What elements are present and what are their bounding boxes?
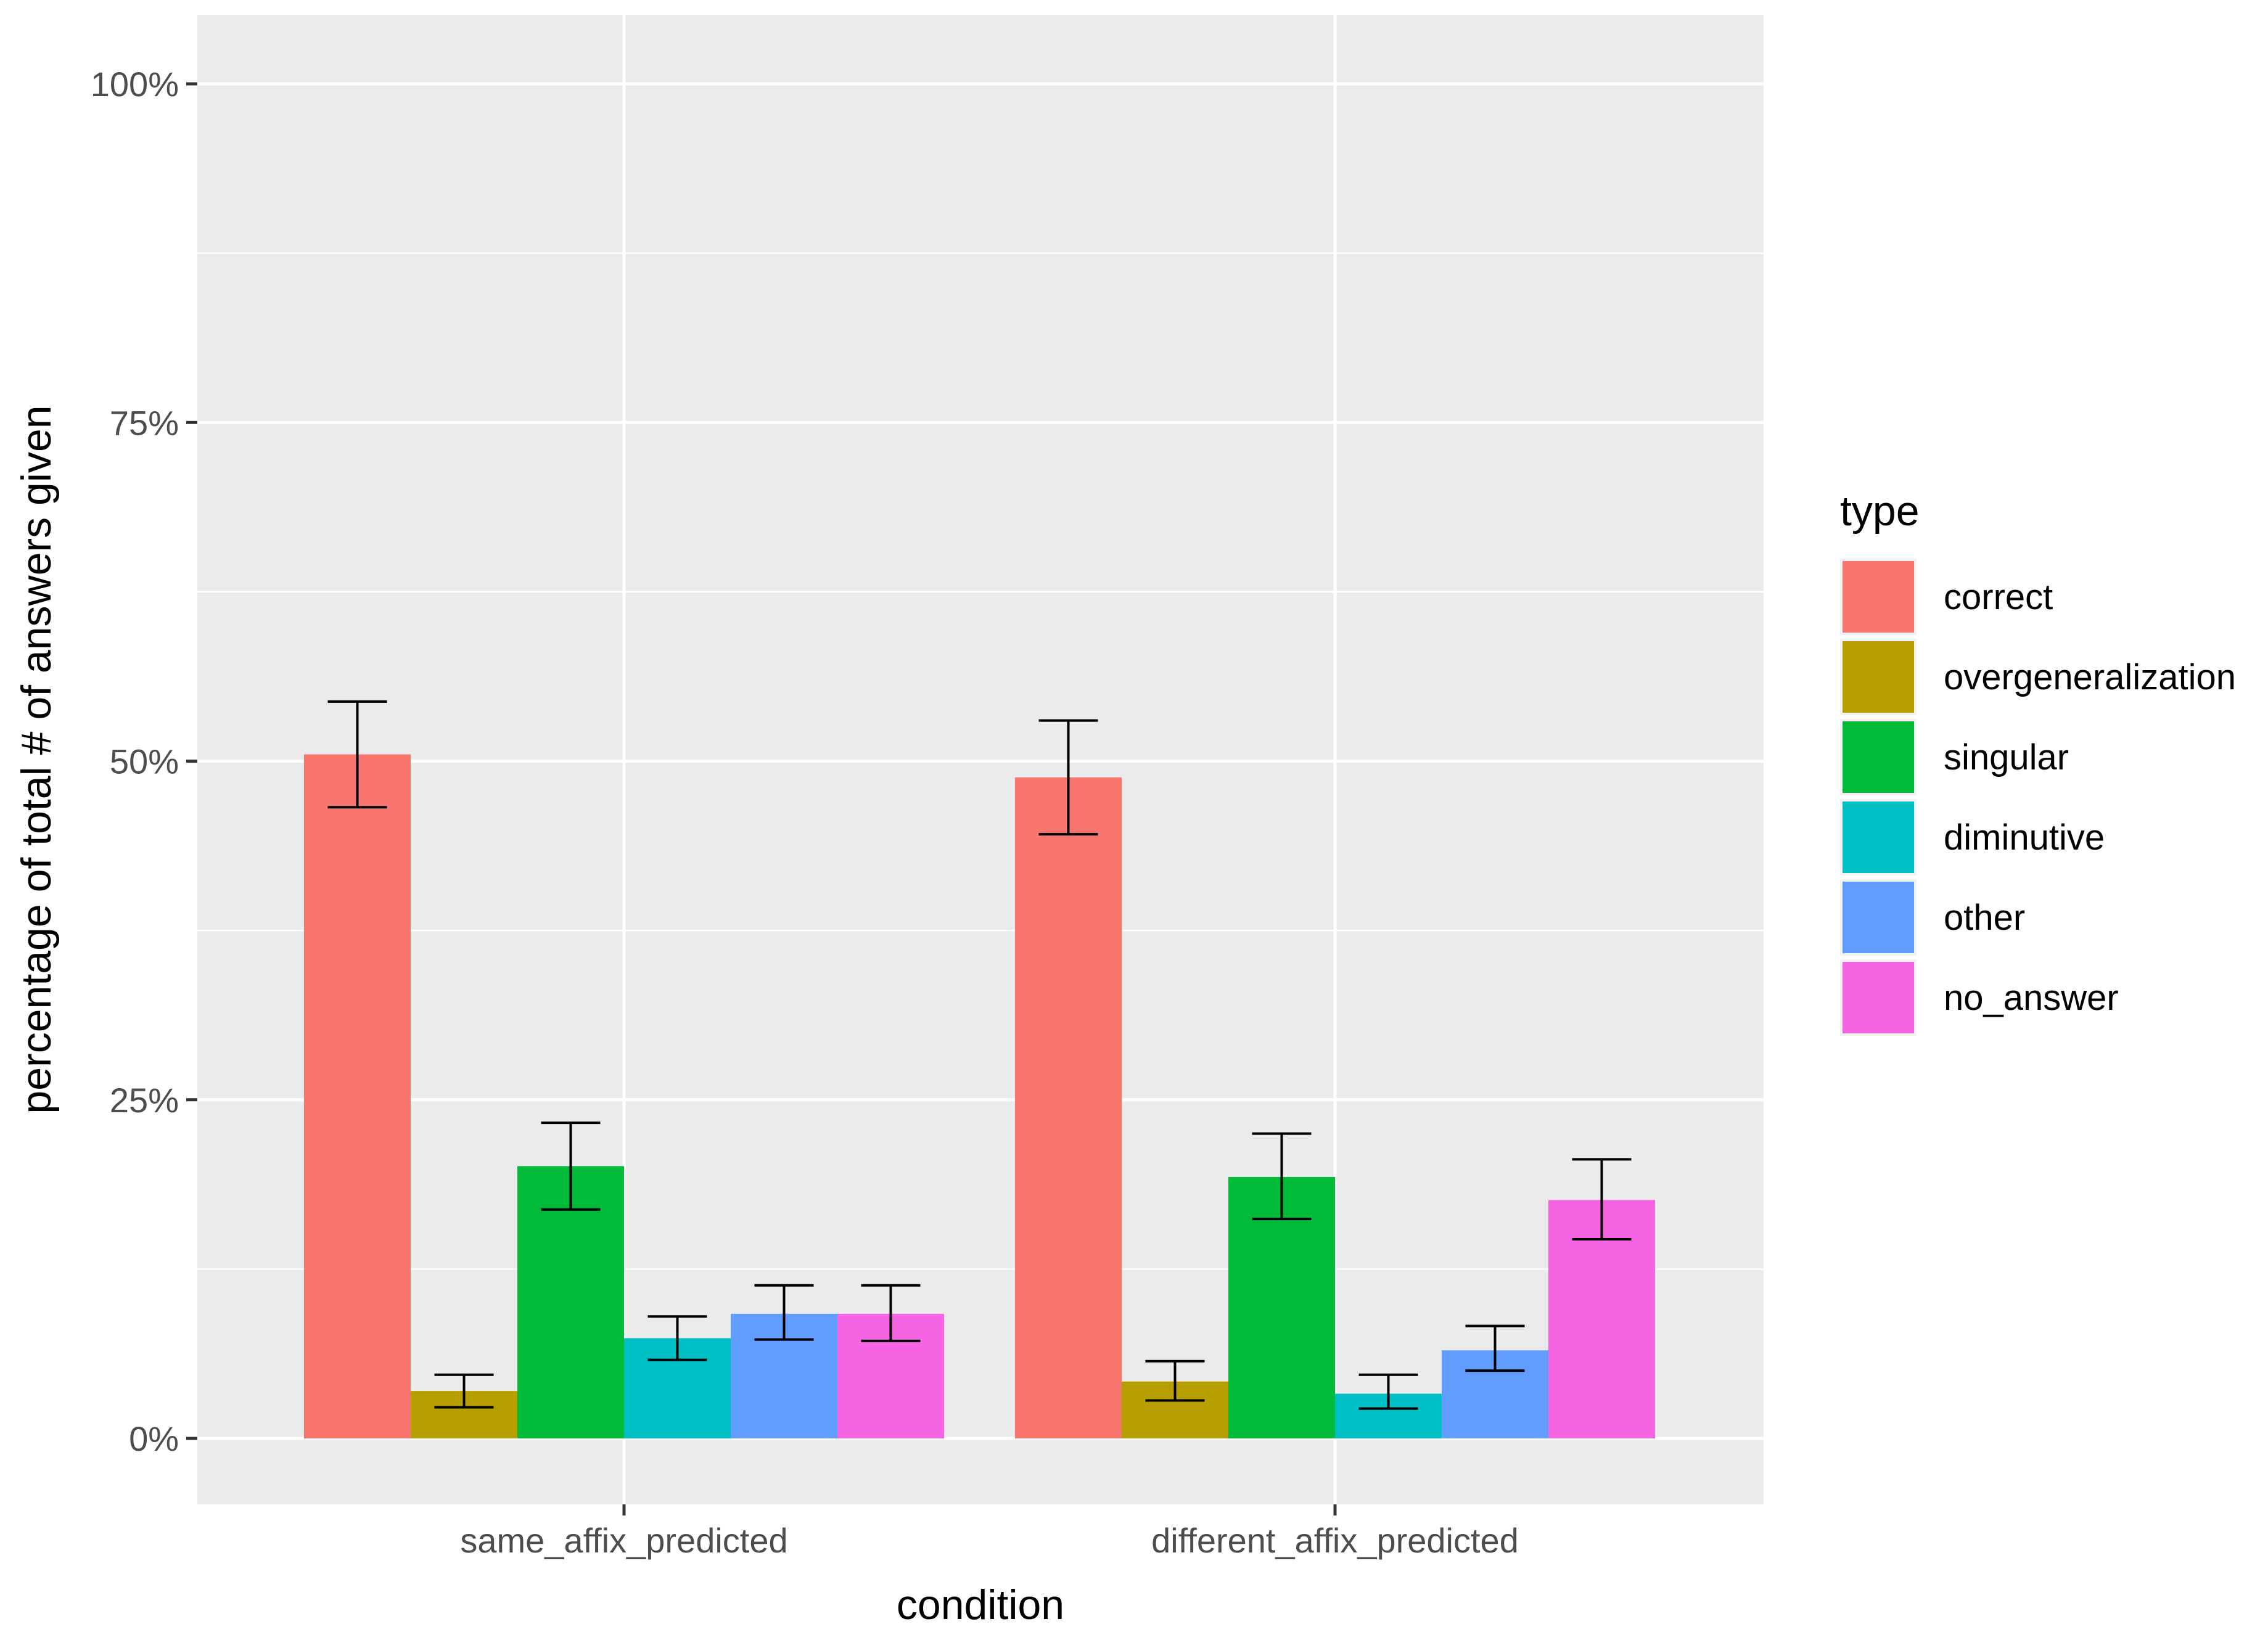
errorbar-diminutive-same_affix_predicted (647, 1315, 707, 1361)
legend-item-other: other (1840, 879, 2025, 956)
bar-correct-different_affix_predicted (1015, 777, 1122, 1438)
legend: type correct overgeneralization singular di… (1840, 488, 2236, 1036)
legend-item-diminutive: diminutive (1840, 799, 2105, 875)
y-tick-label: 75% (110, 403, 179, 442)
legend-item-correct: correct (1840, 559, 2053, 635)
legend-swatch (1843, 561, 1914, 633)
bar-singular-different_affix_predicted (1228, 1176, 1335, 1438)
legend-item-no_answer: no_answer (1840, 959, 2119, 1036)
legend-label: no_answer (1944, 978, 2119, 1018)
legend-item-singular: singular (1840, 719, 2069, 795)
y-tick-label: 100% (91, 65, 179, 104)
errorbar-correct-same_affix_predicted (327, 700, 387, 809)
legend-label: overgeneralization (1944, 657, 2236, 697)
errorbar-diminutive-different_affix_predicted (1358, 1373, 1418, 1410)
legend-label: diminutive (1944, 818, 2105, 858)
errorbar-no_answer-different_affix_predicted (1572, 1158, 1632, 1241)
legend-item-overgeneralization: overgeneralization (1840, 639, 2236, 715)
x-tick-label: same_affix_predicted (460, 1521, 787, 1560)
y-tick-label: 50% (110, 742, 179, 781)
x-tick-label: different_affix_predicted (1151, 1521, 1519, 1560)
bars (304, 754, 1655, 1438)
legend-label: correct (1944, 577, 2053, 617)
legend-swatch (1843, 882, 1914, 953)
errorbar-singular-same_affix_predicted (541, 1121, 601, 1211)
legend-title: type (1840, 488, 1920, 535)
x-axis-title: condition (897, 1581, 1064, 1628)
axes: 0% 25% 50% 75% 100% same_affix_predicted diffe… (91, 65, 1519, 1560)
errorbar-overgeneralization-same_affix_predicted (434, 1373, 494, 1409)
error-bars (327, 700, 1632, 1410)
bar-singular-same_affix_predicted (517, 1166, 624, 1438)
legend-label: singular (1944, 737, 2069, 777)
y-tick-label: 0% (129, 1419, 179, 1458)
errorbar-overgeneralization-different_affix_predicted (1145, 1359, 1205, 1402)
errorbar-singular-different_affix_predicted (1252, 1132, 1312, 1221)
y-axis-title: percentage of total # of answers given (13, 405, 60, 1113)
legend-swatch (1843, 641, 1914, 713)
errorbar-other-different_affix_predicted (1465, 1324, 1525, 1372)
errorbar-other-same_affix_predicted (754, 1284, 814, 1341)
legend-swatch (1843, 962, 1914, 1033)
legend-swatch (1843, 721, 1914, 793)
bar-correct-same_affix_predicted (304, 754, 411, 1438)
errorbar-correct-different_affix_predicted (1038, 719, 1098, 836)
legend-label: other (1944, 898, 2025, 938)
legend-swatch (1843, 802, 1914, 873)
errorbar-no_answer-same_affix_predicted (861, 1284, 921, 1342)
y-tick-label: 25% (110, 1081, 179, 1120)
